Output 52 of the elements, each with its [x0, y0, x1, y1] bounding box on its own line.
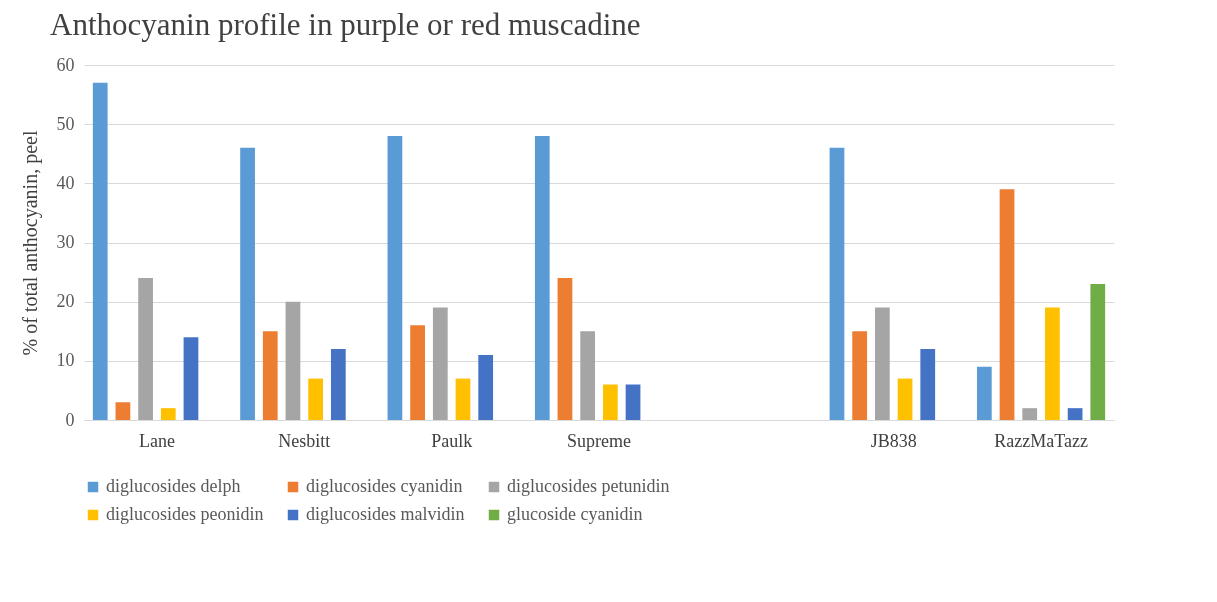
bar: [852, 331, 868, 420]
y-tick-label: 40: [56, 172, 75, 193]
y-tick-label: 60: [56, 54, 75, 75]
legend-label: diglucosides peonidin: [106, 504, 264, 524]
bar: [262, 331, 278, 420]
x-tick-label: Paulk: [431, 430, 473, 451]
x-tick-label: JB838: [870, 430, 917, 451]
bar: [557, 278, 573, 420]
bar: [602, 384, 618, 420]
bar: [1045, 307, 1060, 420]
bar: [432, 307, 448, 420]
legend-label: diglucosides cyanidin: [306, 476, 463, 496]
bar: [920, 349, 936, 420]
bar: [1022, 408, 1038, 420]
y-tick-label: 10: [56, 350, 75, 371]
bar: [1090, 283, 1106, 420]
legend-label: glucoside cyanidin: [507, 504, 643, 524]
bar: [874, 307, 890, 420]
bar: [580, 331, 596, 420]
bar: [183, 337, 199, 420]
bar: [1067, 408, 1083, 420]
legend-label: diglucosides delph: [106, 476, 241, 496]
bar: [308, 378, 324, 420]
bar: [625, 384, 641, 420]
y-tick-label: 30: [56, 232, 75, 252]
chart-title: Anthocyanin profile in purple or red muscadine: [50, 7, 641, 42]
y-tick-label: 20: [56, 291, 75, 312]
bar: [92, 82, 108, 420]
bar: [455, 378, 471, 420]
bar: [387, 136, 403, 420]
bar: [285, 301, 301, 420]
bar: [829, 147, 845, 420]
bar: [330, 349, 346, 420]
bar: [160, 408, 176, 420]
x-tick-label: RazzMaTazz: [994, 430, 1088, 451]
legend-label: diglucosides petunidin: [507, 476, 670, 496]
y-axis-title: % of total anthocyanin, peel: [18, 130, 42, 356]
bar: [534, 136, 550, 420]
y-tick-label: 50: [56, 113, 75, 134]
x-tick-label: Lane: [138, 430, 175, 451]
bar: [115, 402, 131, 420]
bar: [976, 366, 992, 420]
y-tick-label: 0: [65, 409, 75, 430]
x-tick-label: Nesbitt: [278, 430, 331, 451]
bar: [138, 278, 153, 420]
bar: [897, 378, 913, 420]
bar: [240, 147, 255, 420]
legend-label: diglucosides malvidin: [306, 504, 465, 524]
bar: [410, 325, 425, 420]
bar: [478, 354, 494, 420]
bar: [999, 189, 1015, 420]
x-tick-label: Supreme: [567, 430, 631, 451]
